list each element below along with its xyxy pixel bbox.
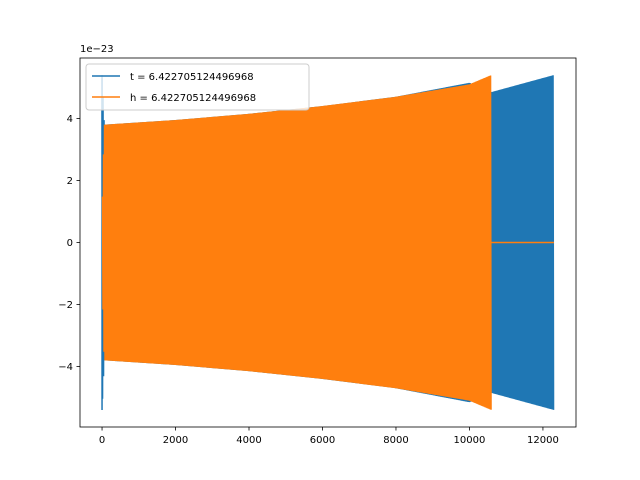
y-offset-text: 1e−23 <box>80 44 114 55</box>
x-tick-label: 2000 <box>163 435 188 446</box>
y-tick-label: −2 <box>58 300 73 311</box>
x-tick-label: 12000 <box>527 435 559 446</box>
x-tick-label: 8000 <box>383 435 408 446</box>
legend-label-h: h = 6.422705124496968 <box>130 93 256 104</box>
y-tick-label: −4 <box>58 362 73 373</box>
legend-label-t: t = 6.422705124496968 <box>130 72 254 83</box>
y-tick-label: 2 <box>67 176 73 187</box>
series-h-line <box>101 75 492 410</box>
x-tick-label: 10000 <box>454 435 486 446</box>
x-tick-label: 0 <box>99 435 105 446</box>
x-axis: 0 2000 4000 6000 8000 10000 12000 <box>99 427 559 446</box>
y-tick-label: 0 <box>67 238 73 249</box>
legend-box <box>85 63 310 111</box>
y-axis: −4 −2 0 2 4 <box>58 114 80 373</box>
legend: t = 6.422705124496968 h = 6.422705124496… <box>85 63 310 111</box>
x-tick-label: 4000 <box>236 435 261 446</box>
x-tick-label: 6000 <box>310 435 335 446</box>
y-tick-label: 4 <box>67 114 73 125</box>
